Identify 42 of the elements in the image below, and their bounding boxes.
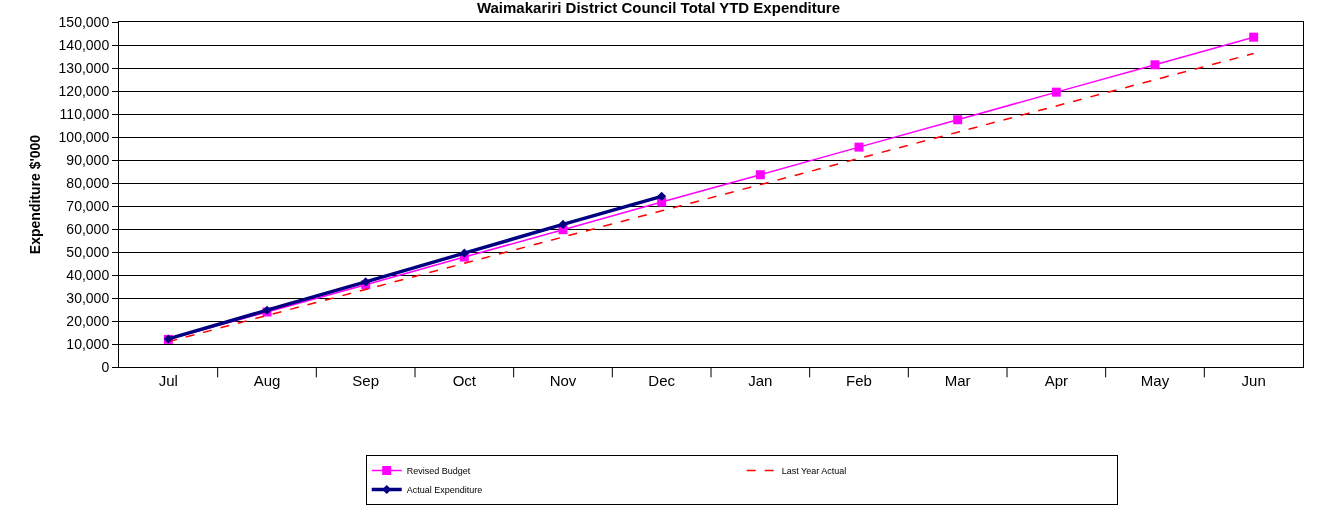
y-tick-label: 100,000 [58,128,110,145]
point [1051,87,1061,97]
x-tick-label: Nov [549,372,577,389]
x-tick-label: Jul [158,372,178,389]
point [953,115,963,125]
y-tick-label: 150,000 [58,13,110,30]
y-axis-title: Expenditure $'000 [27,134,44,255]
legend-label: Last Year Actual [781,466,847,477]
y-tick-label: 30,000 [66,289,110,306]
x-tick-label: May [1140,372,1170,389]
x-tick-label: Apr [1044,372,1069,389]
y-tick-label: 110,000 [59,105,110,122]
point [459,248,469,258]
y-tick-label: 20,000 [66,312,110,329]
y-tick-label: 60,000 [66,220,110,237]
point [755,170,765,180]
point [854,142,864,152]
x-tick-label: Jun [1241,372,1266,389]
x-tick-label: Feb [846,372,872,389]
y-tick-label: 130,000 [58,59,110,76]
legend-label: Actual Expenditure [406,485,483,496]
point [1150,60,1160,70]
x-tick-label: Sep [352,372,380,389]
x-tick-label: Dec [648,372,676,389]
y-tick-label: 50,000 [66,243,110,260]
legend-label: Revised Budget [406,466,471,477]
y-tick-label: 120,000 [58,82,110,99]
y-tick-label: 80,000 [66,174,110,191]
x-tick-label: Mar [944,372,971,389]
x-tick-label: Aug [253,372,281,389]
point [558,219,568,229]
y-tick-label: 90,000 [66,151,110,168]
x-tick-label: Jan [748,372,773,389]
point [657,191,667,201]
y-tick-label: 0 [101,358,110,375]
point [1249,32,1259,42]
y-tick-label: 40,000 [66,266,110,283]
y-tick-label: 70,000 [66,197,110,214]
chart-title: Waimakariri District Council Total YTD Expenditure [476,0,841,17]
x-tick-label: Oct [452,372,477,389]
y-tick-label: 140,000 [58,36,110,53]
y-tick-label: 10,000 [66,335,110,352]
